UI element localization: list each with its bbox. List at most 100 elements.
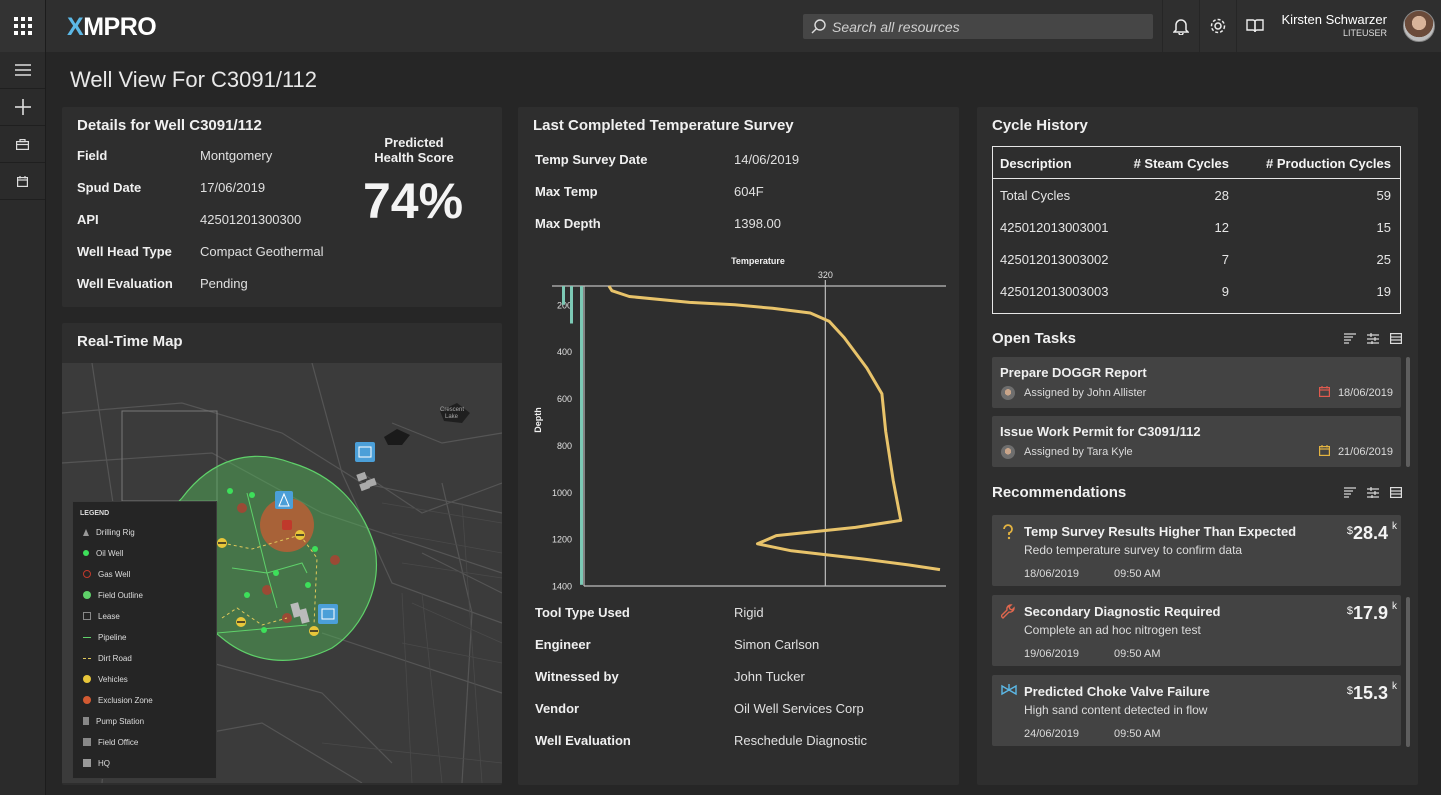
- survey-value: Reschedule Diagnostic: [734, 733, 867, 748]
- legend-item: Exclusion Zone: [83, 694, 153, 706]
- dirt-road-icon: [83, 657, 91, 659]
- calendar-button[interactable]: [0, 163, 45, 200]
- page-title: Well View For C3091/112: [70, 67, 318, 92]
- pump-station-icon: [83, 717, 89, 725]
- survey-value: 604F: [734, 184, 764, 199]
- legend-label: Lease: [98, 611, 120, 621]
- survey-value: 1398.00: [734, 216, 781, 231]
- user-info[interactable]: Kirsten Schwarzer LITEUSER: [1282, 12, 1387, 38]
- legend-label: Oil Well: [96, 548, 124, 558]
- survey-label: Witnessed by: [535, 669, 619, 684]
- pump-station-marker[interactable]: [318, 604, 338, 624]
- detail-label: API: [77, 212, 99, 227]
- task-date: 21/06/2019: [1337, 446, 1393, 458]
- legend-label: Exclusion Zone: [98, 695, 153, 705]
- briefcase-button[interactable]: [0, 126, 45, 163]
- search-input[interactable]: [832, 18, 1142, 35]
- chart-x-label: Temperature: [731, 256, 785, 266]
- settings-button[interactable]: [1199, 0, 1236, 52]
- filter-icon[interactable]: [1367, 487, 1379, 498]
- grid-icon: [13, 17, 32, 35]
- survey-value: John Tucker: [734, 669, 805, 684]
- hq-marker[interactable]: [355, 442, 375, 462]
- legend-label: Pump Station: [96, 716, 145, 726]
- detail-label: Well Head Type: [77, 244, 172, 259]
- temperature-survey-panel: Last Completed Temperature Survey: [518, 107, 959, 785]
- task-card[interactable]: Prepare DOGGR Report Assigned by John Al…: [992, 357, 1401, 408]
- table-cell: 15: [1376, 220, 1391, 235]
- depth-bar: [570, 286, 573, 324]
- reference-label: 320: [818, 270, 833, 280]
- list-view-icon[interactable]: [1390, 487, 1402, 498]
- table-row: 425012013003002 7 25: [993, 243, 1400, 275]
- table-cell: 59: [1376, 188, 1391, 203]
- legend-item: Pipeline: [83, 631, 126, 643]
- table-row: Total Cycles 28 59: [993, 179, 1400, 211]
- search-icon: [811, 19, 826, 34]
- legend-item: Vehicles: [83, 673, 128, 685]
- real-time-map[interactable]: Crescent Lake LEGEND Drilling Rig: [62, 363, 502, 783]
- legend-label: Field Outline: [98, 590, 143, 600]
- vehicle-markers[interactable]: [217, 530, 319, 636]
- survey-label: Max Depth: [535, 216, 601, 231]
- menu-button[interactable]: [0, 52, 45, 89]
- health-score-label-line1: Predicted: [384, 135, 444, 150]
- amount: 17.9: [1352, 603, 1388, 623]
- recommendation-date: 24/06/2019: [1024, 728, 1080, 740]
- y-tick-label: 400: [557, 347, 572, 357]
- app-launcher-button[interactable]: [0, 0, 45, 52]
- task-assignee: Assigned by John Allister: [1024, 387, 1147, 399]
- legend-item: Field Outline: [83, 589, 143, 601]
- recommendations-title: Recommendations: [992, 484, 1127, 501]
- lease-icon: [83, 612, 91, 620]
- open-tasks-title: Open Tasks: [992, 330, 1076, 347]
- temperature-series-line: [607, 285, 941, 572]
- briefcase-icon: [16, 138, 29, 150]
- task-assignee: Assigned by Tara Kyle: [1024, 446, 1133, 458]
- sort-icon[interactable]: [1344, 333, 1356, 344]
- drilling-rig-icon: [83, 528, 89, 536]
- recommendation-date: 18/06/2019: [1024, 568, 1080, 580]
- survey-label: Well Evaluation: [535, 733, 631, 748]
- detail-value: 42501201300300: [200, 212, 302, 227]
- avatar[interactable]: [1403, 10, 1435, 42]
- table-cell: 7: [1221, 252, 1229, 267]
- legend-label: HQ: [98, 758, 110, 768]
- vehicle-icon: [83, 675, 91, 683]
- detail-label: Field: [77, 148, 108, 163]
- column-header: # Steam Cycles: [1133, 156, 1229, 171]
- tasks-scrollbar[interactable]: [1406, 357, 1410, 467]
- survey-value: 14/06/2019: [734, 152, 800, 167]
- docs-button[interactable]: [1236, 0, 1273, 52]
- filter-icon[interactable]: [1367, 333, 1379, 344]
- health-score-label-line2: Health Score: [374, 150, 454, 165]
- gear-icon: [1210, 18, 1226, 34]
- temperature-depth-chart[interactable]: Temperature Depth 320 200 400 600 800 1000 120…: [518, 250, 959, 595]
- detail-value: 17/06/2019: [200, 180, 266, 195]
- recommendations-scrollbar[interactable]: [1406, 597, 1410, 747]
- notifications-button[interactable]: [1162, 0, 1199, 52]
- xmpro-logo[interactable]: XMPRO: [67, 13, 157, 41]
- cycle-history-table: Description # Steam Cycles # Production …: [992, 146, 1401, 314]
- table-cell: 28: [1214, 188, 1229, 203]
- sort-icon[interactable]: [1344, 487, 1356, 498]
- survey-label: Temp Survey Date: [535, 152, 648, 167]
- details-title: Details for Well C3091/112: [77, 117, 262, 134]
- calendar-icon: [1319, 445, 1330, 456]
- recommendation-card[interactable]: Predicted Choke Valve Failure High sand …: [992, 675, 1401, 746]
- task-card[interactable]: Issue Work Permit for C3091/112 Assigned…: [992, 416, 1401, 467]
- pipeline-icon: [83, 636, 91, 638]
- detail-value: Compact Geothermal: [200, 244, 324, 259]
- detail-value: Pending: [200, 276, 248, 291]
- task-date: 18/06/2019: [1337, 387, 1393, 399]
- recommendation-card[interactable]: Temp Survey Results Higher Than Expected…: [992, 515, 1401, 586]
- table-row: 425012013003003 9 19: [993, 275, 1400, 307]
- table-cell: 9: [1221, 284, 1229, 299]
- add-button[interactable]: [0, 89, 45, 126]
- list-view-icon[interactable]: [1390, 333, 1402, 344]
- recommendation-value: $28.4 k: [1347, 521, 1397, 544]
- recommendation-card[interactable]: Secondary Diagnostic Required Complete a…: [992, 595, 1401, 666]
- search-box[interactable]: [803, 14, 1153, 39]
- open-tasks-toolbar: [1344, 333, 1402, 344]
- survey-label: Tool Type Used: [535, 605, 630, 620]
